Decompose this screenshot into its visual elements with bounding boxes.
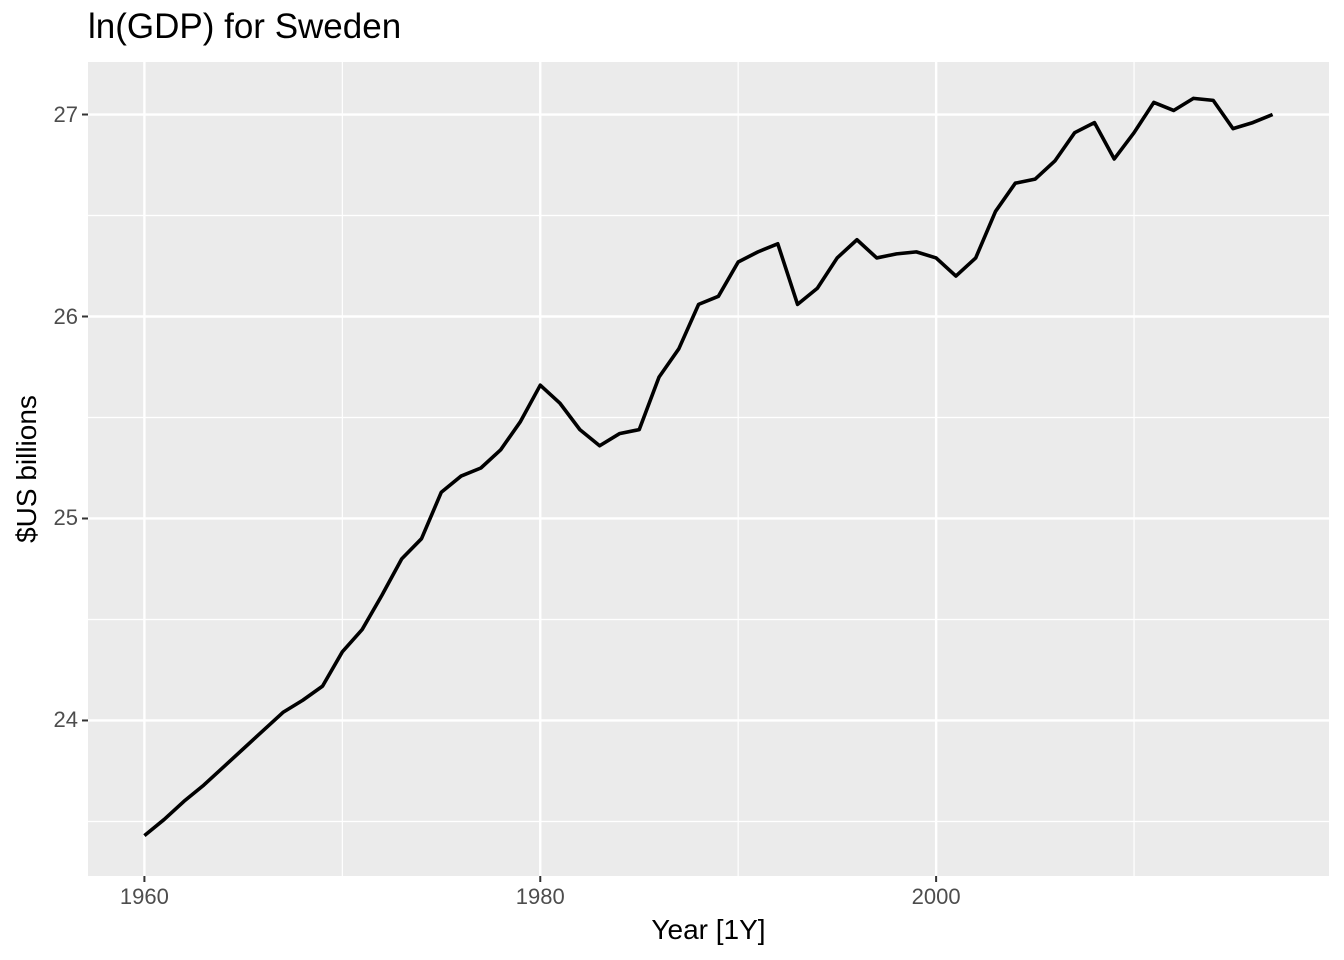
y-tick-label: 27 — [53, 101, 78, 127]
x-axis-title: Year [1Y] — [651, 914, 766, 945]
y-tick-label: 26 — [53, 303, 78, 329]
gdp-line-series — [143, 96, 1274, 837]
x-tick-label: 1980 — [515, 884, 565, 909]
x-tick-label: 1960 — [119, 884, 169, 909]
y-tick-label: 25 — [53, 505, 78, 531]
chart-title: ln(GDP) for Sweden — [88, 7, 402, 46]
x-tick-label: 2000 — [911, 884, 961, 909]
plot-panel — [88, 62, 1329, 876]
y-tick-label: 24 — [53, 707, 78, 733]
